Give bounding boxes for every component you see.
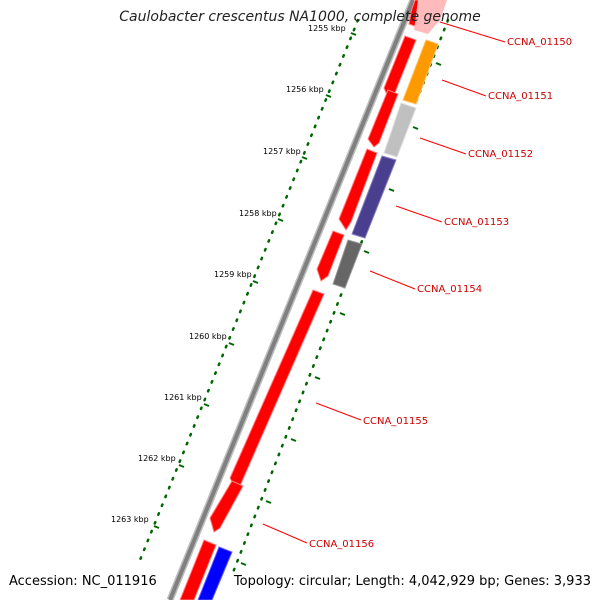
- scale-dots-inner: [230, 18, 450, 577]
- forward-strand: [179, 0, 425, 600]
- scale-dots-outer: [136, 18, 360, 567]
- gene-label[interactable]: CCNA_01153: [444, 217, 509, 228]
- gene-arrow[interactable]: [229, 289, 325, 491]
- gene-arrow[interactable]: [316, 230, 345, 282]
- tick-label: 1262 kbp: [138, 454, 176, 463]
- tick-label: 1260 kbp: [189, 332, 227, 341]
- tick-label: 1256 kbp: [286, 85, 324, 94]
- tick-label: 1255 kbp: [308, 24, 346, 33]
- gene-label[interactable]: CCNA_01156: [309, 539, 374, 550]
- gene-arrow[interactable]: [338, 148, 378, 231]
- gene-block-blue[interactable]: [197, 546, 233, 600]
- tick-marks-outer: [153, 32, 357, 529]
- gene-block-pink[interactable]: [414, 0, 447, 34]
- tick-marks-inner: [240, 62, 442, 566]
- gene-label[interactable]: CCNA_01154: [417, 284, 482, 295]
- accession-text: Accession: NC_011916: [9, 574, 157, 589]
- tick-label: 1259 kbp: [214, 270, 252, 279]
- inner-strand: [197, 0, 447, 600]
- gene-arrow[interactable]: [367, 89, 399, 148]
- gene-labels: CCNA_01150 CCNA_01151 CCNA_01152 CCNA_01…: [309, 37, 572, 550]
- gene-label[interactable]: CCNA_01155: [363, 416, 428, 427]
- gene-block-darkgray[interactable]: [332, 239, 363, 289]
- gene-block-orange[interactable]: [402, 39, 439, 105]
- gene-label[interactable]: CCNA_01151: [488, 91, 553, 102]
- tick-label: 1263 kbp: [111, 515, 149, 524]
- gene-arrow[interactable]: [209, 480, 244, 533]
- genome-summary-text: Topology: circular; Length: 4,042,929 bp…: [233, 574, 591, 589]
- gene-block-slate[interactable]: [351, 155, 397, 239]
- gene-label[interactable]: CCNA_01150: [507, 37, 572, 48]
- tick-label: 1257 kbp: [263, 147, 301, 156]
- label-lines: [262, 21, 506, 544]
- gene-arrow[interactable]: [179, 539, 217, 600]
- backbone: [166, 0, 417, 600]
- gene-label[interactable]: CCNA_01152: [468, 149, 533, 160]
- gene-block-lightgray[interactable]: [383, 102, 417, 158]
- tick-label: 1261 kbp: [164, 393, 202, 402]
- tick-labels: 1255 kbp 1256 kbp 1257 kbp 1258 kbp 1259…: [111, 24, 346, 524]
- tick-label: 1258 kbp: [239, 209, 277, 218]
